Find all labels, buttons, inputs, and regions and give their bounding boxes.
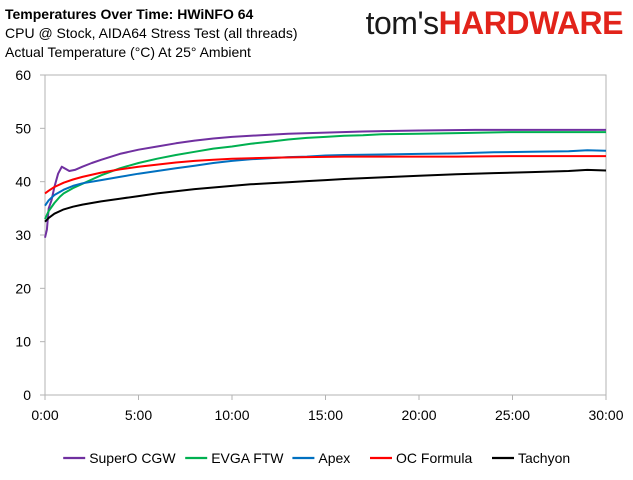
y-tick-label: 0 bbox=[23, 387, 31, 403]
series-line-evga-ftw bbox=[44, 131, 606, 220]
x-tick-label: 5:00 bbox=[125, 407, 152, 423]
x-tick-label: 20:00 bbox=[401, 407, 436, 423]
series-line-oc-formula bbox=[44, 155, 606, 195]
chart-header: Temperatures Over Time: HWiNFO 64 CPU @ … bbox=[5, 4, 298, 62]
x-tick-label: 0:00 bbox=[31, 407, 58, 423]
x-tick-label: 25:00 bbox=[495, 407, 530, 423]
y-tick-label: 40 bbox=[15, 174, 31, 190]
brand-logo-part2: HARDWARE bbox=[438, 5, 624, 41]
series-line-apex bbox=[44, 149, 607, 207]
brand-logo: tom'sHARDWARE bbox=[365, 5, 624, 41]
legend-label: SuperO CGW bbox=[89, 450, 176, 466]
chart-subtitle-1: CPU @ Stock, AIDA64 Stress Test (all thr… bbox=[5, 25, 298, 41]
legend-label: EVGA FTW bbox=[211, 450, 284, 466]
y-tick-label: 50 bbox=[15, 120, 31, 136]
x-tick-label: 30:00 bbox=[588, 407, 623, 423]
y-tick-label: 20 bbox=[15, 280, 31, 296]
legend-label: OC Formula bbox=[396, 450, 472, 466]
x-tick-label: 10:00 bbox=[214, 407, 249, 423]
legend-label: Apex bbox=[318, 450, 350, 466]
chart-subtitle-2: Actual Temperature (°C) At 25° Ambient bbox=[5, 44, 251, 60]
series-line-tachyon bbox=[44, 168, 607, 223]
y-tick-label: 30 bbox=[15, 227, 31, 243]
y-tick-label: 10 bbox=[15, 334, 31, 350]
series-line-supero-cgw bbox=[44, 128, 606, 238]
y-tick-label: 60 bbox=[15, 67, 31, 83]
x-tick-label: 15:00 bbox=[308, 407, 343, 423]
brand-logo-part1: tom's bbox=[365, 5, 439, 41]
plot-area bbox=[44, 74, 607, 396]
legend-label: Tachyon bbox=[518, 450, 570, 466]
chart-title: Temperatures Over Time: HWiNFO 64 bbox=[5, 6, 254, 22]
